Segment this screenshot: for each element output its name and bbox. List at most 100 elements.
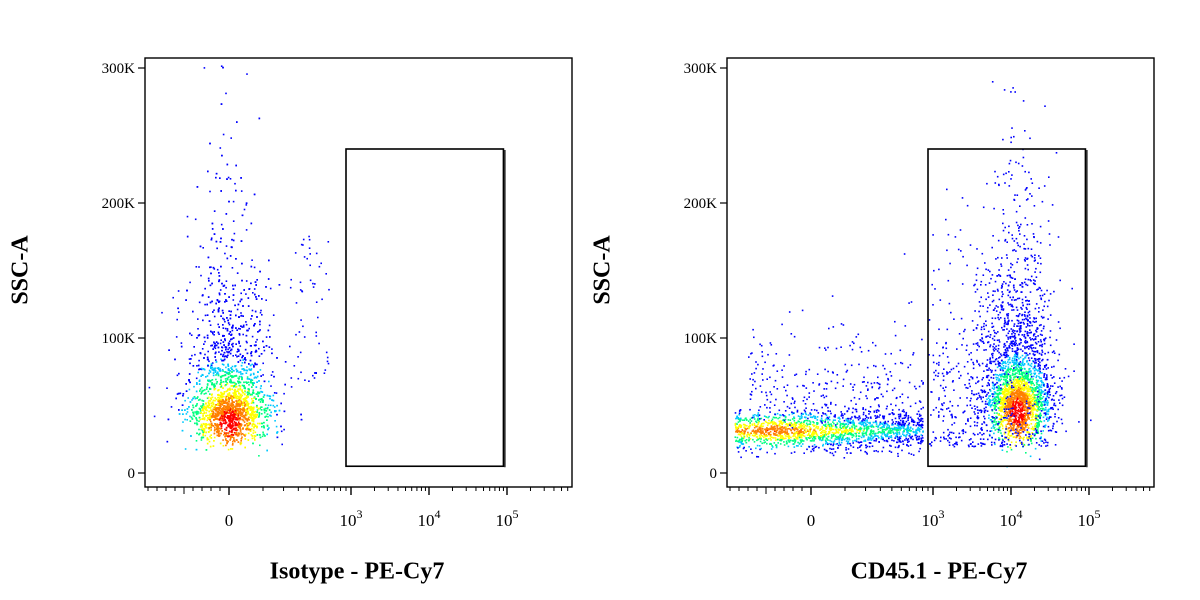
event-dot [824,413,827,415]
event-dot [223,318,225,321]
event-dot [271,371,274,373]
event-dot [210,426,212,429]
event-dot [241,368,243,370]
event-dot [770,428,772,430]
event-dot [779,437,782,439]
event-dot [259,401,262,403]
event-dot [783,441,785,443]
event-dot [237,396,240,398]
event-dot [899,422,901,424]
event-dot [246,369,248,372]
event-dot [222,395,224,398]
event-dot [283,410,286,413]
event-dot [822,434,824,436]
event-dot [262,401,264,403]
event-dot [227,404,229,406]
event-dot [241,356,243,359]
event-dot [250,318,252,320]
event-dot [770,439,772,441]
event-dot [740,435,743,438]
event-dot [226,317,228,319]
event-dot [832,444,834,447]
event-dot [850,430,853,432]
event-dot [255,284,257,286]
event-dot [207,396,210,399]
event-dot [821,431,823,433]
event-dot [762,430,764,432]
event-dot [244,361,246,364]
event-dot [218,434,220,436]
event-dot [800,441,802,443]
event-dot [191,418,194,420]
event-dot [221,408,224,410]
event-dot [908,452,910,455]
event-dot [745,441,747,444]
event-dot [235,395,237,398]
event-dot [769,421,772,424]
event-dot [778,424,780,427]
event-dot [217,429,219,431]
event-dot [232,395,234,398]
event-dot [265,410,268,412]
event-dot [798,432,800,435]
event-dot [189,281,191,284]
event-dot [233,416,236,419]
event-dot [235,258,237,260]
event-dot [191,409,193,411]
event-dot [920,440,922,443]
event-dot [834,419,836,421]
event-dot [814,417,817,420]
event-dot [851,427,853,430]
event-dot [216,434,219,437]
event-dot [175,397,177,400]
event-dot [754,414,756,416]
event-dot [245,340,248,343]
event-dot [794,440,797,443]
event-dot [201,348,204,350]
event-dot [226,328,229,330]
event-dot [206,383,209,385]
event-dot [904,434,906,437]
event-dot [253,426,255,429]
event-dot [771,428,774,431]
event-dot [228,398,230,400]
event-dot [251,417,254,419]
event-dot [254,323,256,325]
event-dot [228,430,231,433]
event-dot [256,363,258,366]
event-dot [312,282,314,285]
event-dot [235,189,237,192]
event-dot [214,345,216,347]
event-dot [231,388,233,391]
event-dot [240,440,242,442]
event-dot [197,318,199,320]
event-dot [297,377,300,380]
event-dot [781,439,783,441]
event-dot [220,393,223,396]
event-dot [799,442,801,445]
event-dot [220,432,222,435]
event-dot [228,392,231,394]
event-dot [240,438,243,440]
event-dot [804,430,806,433]
event-dot [767,432,770,434]
event-dot [742,419,744,421]
event-dot [922,440,924,442]
event-dot [257,422,259,425]
event-dot [225,398,227,400]
event-dot [300,413,302,416]
event-dot [218,407,220,410]
event-dot [838,420,840,422]
event-dot [260,422,263,425]
event-dot [825,443,827,445]
event-dot [236,435,239,437]
event-dot [863,424,865,427]
event-dot [315,331,317,334]
event-dot [227,319,229,322]
event-dot [223,402,226,404]
event-dot [894,446,897,449]
event-dot [850,431,852,433]
event-dot [237,408,239,410]
event-dot [897,413,900,416]
event-dot [743,433,746,436]
